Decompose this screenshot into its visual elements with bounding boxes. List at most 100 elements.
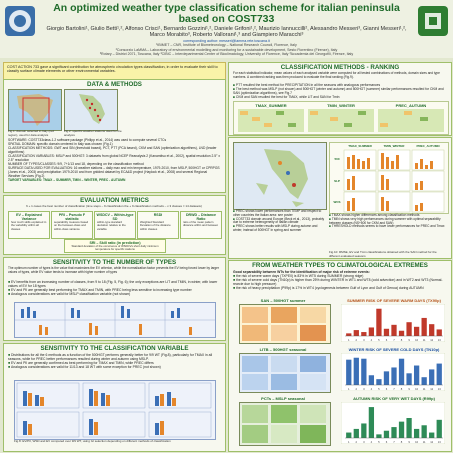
extreme-map-title: PCTs – MSLP seasonal [261, 396, 305, 401]
chart-bar [346, 359, 352, 385]
chart-tick-label: 5 [378, 338, 380, 342]
chart-bar [436, 363, 442, 385]
poster-affiliations: corresponding author: messeri@lamma.rete… [40, 39, 413, 56]
affiliation-2: ²Consorzio LaMMA – Laboratory of environ… [115, 47, 338, 52]
autumn-risk-chart: 1 2 3 4 5 6 7 8 9 10 11 12 13 [341, 402, 445, 444]
extremes-section: FROM WEATHER TYPES TO CLIMATOLOGICAL EXT… [228, 260, 452, 452]
chart-tick-label: 13 [438, 338, 441, 342]
chart-bar [368, 407, 375, 438]
bars-row-label: 500 [334, 157, 340, 161]
chart-tick-label: 3 [363, 440, 365, 444]
metric-box-wsdcv: WSDCV – Within-type SD within-type stand… [94, 211, 136, 239]
summer-risk-chart: 1 2 3 4 5 6 7 8 9 10 11 12 13 [341, 304, 445, 342]
bars-col-header: TMIN_WINTER [383, 144, 405, 148]
ranking-section: CLASSIFICATION METHODS - RANKING For eac… [228, 62, 452, 136]
dm-paragraph: TARGET VARIABLES: TMAX – SUMMER, TMIN – … [8, 178, 126, 182]
chart-tick-label: 7 [393, 338, 395, 342]
extreme-map-winter [239, 353, 331, 393]
dm-paragraph: CLASSIFICATION VARIABLES: MSLP and 500HG… [8, 154, 220, 162]
chart-bar [361, 423, 367, 438]
ranking-table-figure: TMAX_SUMMER TMIN_WINTER PREC_AUTUMN [233, 101, 449, 135]
chart-tick-label: 10 [415, 338, 418, 342]
chart-bar [361, 332, 367, 336]
bullet-item: ■ PREC shows better results with MSLP du… [233, 224, 318, 232]
chart-bar [406, 373, 412, 385]
chart-bar [429, 432, 435, 438]
bullet-item: ■ EV and PII are generally confirmed as … [8, 361, 154, 365]
chart-bar [429, 324, 435, 336]
chart-bar [368, 375, 375, 385]
bullet-item: ■ PTT resulted the best method for PRECI… [233, 83, 381, 87]
ranking-intro: For each statistical indicator, mean val… [233, 71, 440, 79]
chart-bar [376, 308, 382, 336]
chart-tick-label: 13 [438, 387, 441, 391]
bars-row-label: WCS [333, 200, 341, 204]
ranking-detail-section: ■ PREC shows lower performances than TEM… [228, 137, 452, 259]
metric-box-ev: EV – Explained Variance how much skills … [8, 211, 50, 239]
ranking-map-figure [233, 142, 327, 210]
chart-bar [346, 432, 352, 438]
chart-background [341, 304, 445, 342]
chart-tick-label: 7 [393, 440, 395, 444]
chart-bar [413, 428, 420, 438]
chart-tick-label: 8 [401, 440, 403, 444]
stations-map-figure [64, 89, 118, 131]
chart-bar [398, 330, 405, 336]
chart-tick-label: 2 [356, 338, 358, 342]
extreme-map-autumn [239, 402, 331, 446]
extreme-map-title: LITB – 500HGT seasonal [259, 347, 307, 352]
chart-tick-label: 1 [348, 387, 350, 391]
chart-bar [361, 358, 367, 385]
chart-bar [353, 330, 359, 336]
poster-header: An optimized weather type classification… [0, 0, 453, 58]
metric-desc: separability measure based on the betwee… [54, 220, 89, 231]
metric-desc: Weighted Standard Deviation of the dista… [140, 220, 171, 231]
metric-desc: within-type standard deviation relative … [97, 220, 126, 231]
bars-col-header: TMAX_SUMMER [348, 144, 372, 148]
chart-tick-label: 11 [423, 387, 426, 391]
chart-bar [413, 326, 420, 336]
poster-title: An optimized weather type classification… [53, 2, 400, 25]
metric-desc: Standard deviation of the occurrence of … [71, 244, 159, 252]
bullet-item: ■ Distributions for all the 6 methods as… [8, 353, 213, 361]
sensitivity-types-intro: The optimum number of types is the value… [8, 266, 220, 274]
chart-tick-label: 11 [423, 440, 426, 444]
fig2-caption: Fig.2: specific weather stations used fo… [64, 129, 122, 137]
bullet-item: ■ Analogous considerations are valid for… [8, 365, 161, 369]
bullet-item: ■ COST733 domain around Europe (Beck et … [233, 216, 325, 225]
chart-tick-label: 9 [408, 440, 410, 444]
chart-tick-label: 12 [430, 338, 433, 342]
data-methods-heading: DATA & METHODS [87, 81, 142, 88]
chart-bar [391, 427, 397, 438]
sensitivity-types-bullets: ■ EV benefits from an increasing number … [8, 280, 220, 296]
extreme-chart-title: WINTER RISK OF SEVERE COLD DAYS (TN10p) [348, 347, 440, 352]
metric-title: WSDCV – Within-type SD [96, 213, 134, 221]
chart-tick-label: 1 [348, 440, 350, 444]
dm-paragraph: SOFTWARE: COST733class-1.2 software pack… [8, 138, 167, 142]
chart-bar [421, 425, 427, 438]
dm-paragraph: SPATIAL DOMAIN: specific domain centered… [8, 142, 113, 146]
bullet-item: ■ Analogous considerations are valid for… [8, 292, 131, 296]
extreme-chart-title: AUTUMN RISK OF VERY WET DAYS (R99p) [353, 396, 435, 401]
chart-tick-label: 6 [386, 338, 388, 342]
chart-tick-label: 4 [371, 440, 373, 444]
chart-tick-label: 9 [408, 387, 410, 391]
chart-bar [376, 434, 382, 438]
chart-bar [421, 317, 427, 336]
metric-title: EV – Explained Variance [16, 213, 42, 221]
evaluation-note: 6 + 1 cases the best number of classific… [26, 204, 202, 208]
sensitivity-variable-section: SENSITIVITY TO THE CLASSIFICATION VARIAB… [3, 343, 226, 452]
sensitivity-variable-heading: SENSITIVITY TO THE CLASSIFICATION VARIAB… [40, 345, 189, 352]
chart-bar [436, 329, 442, 336]
chart-tick-label: 8 [401, 338, 403, 342]
chart-tick-label: 6 [386, 440, 388, 444]
dm-paragraph: CLASSIFICATION METHODS: GWT and SIN (thr… [8, 146, 217, 154]
chart-tick-label: 5 [378, 440, 380, 444]
bullet-item: ■ The best method was MSLP (not shown) a… [233, 87, 444, 95]
chart-bar [406, 418, 412, 438]
evaluation-section: EVALUATION METRICS 6 + 1 cases the best … [3, 195, 226, 255]
chart-bar [368, 327, 375, 336]
extremes-intro: Good separability between WTs for the id… [233, 270, 370, 274]
metric-desc: ratio of the mean pattern distance withi… [183, 220, 219, 228]
